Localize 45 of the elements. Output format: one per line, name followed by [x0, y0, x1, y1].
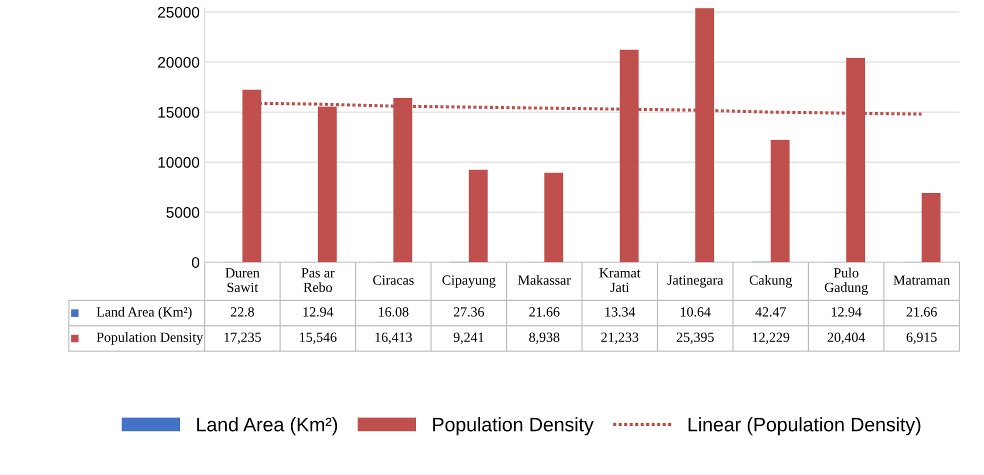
- x-tick-label: Kramat Jati: [599, 268, 641, 292]
- y-tick-label: 5000: [166, 207, 200, 218]
- bar: [468, 170, 488, 262]
- data-label: 21.66: [529, 307, 560, 317]
- y-tick-label: 20000: [158, 56, 200, 68]
- y-tick-label: 10000: [158, 157, 200, 168]
- x-tick-label: Makassar: [518, 275, 571, 285]
- legend-label: Linear (Population Density): [688, 417, 920, 436]
- x-tick-label: Cakung: [750, 275, 792, 288]
- bar: [922, 193, 941, 262]
- data-label: 17,235: [224, 332, 261, 344]
- text: Land Area (Km²): [197, 417, 338, 436]
- data-label: 21,233: [601, 332, 638, 344]
- data-label: 16,413: [375, 332, 412, 344]
- y-tick-label: 25000: [158, 6, 200, 18]
- x-tick-label: Cipayung: [442, 275, 496, 288]
- y-tick-label: 0: [192, 257, 200, 268]
- data-label: 8,938: [529, 332, 560, 344]
- bar: [770, 140, 790, 262]
- x-tick-label: Matraman: [894, 276, 950, 285]
- data-label: 9,241: [454, 332, 484, 344]
- x-tick-label: Pas ar Rebo: [302, 268, 335, 292]
- data-label: 16.08: [378, 307, 408, 317]
- data-label: 21.66: [906, 307, 937, 317]
- x-tick-label: Duren Sawit: [225, 268, 260, 292]
- data-label: 22.8: [230, 307, 254, 317]
- data-label: 12.94: [303, 307, 334, 317]
- data-label: 12.94: [832, 307, 862, 317]
- data-label: 20,404: [828, 332, 866, 344]
- legend-label: Population Density: [96, 332, 204, 345]
- bar: [544, 172, 564, 262]
- legend-label: Land Area (Km²): [96, 306, 192, 320]
- data-label: 27.36: [454, 307, 484, 317]
- data-label: 25,395: [676, 332, 714, 344]
- text: Population Density: [433, 417, 594, 436]
- data-label: 42.47: [755, 307, 786, 317]
- x-tick-label: Pulo Gadung: [824, 268, 868, 295]
- data-label: 12,229: [752, 332, 790, 344]
- data-label: 10.64: [680, 307, 711, 317]
- x-tick-label: Jatinegara: [667, 275, 724, 288]
- x-tick-label: Ciracas: [373, 275, 414, 285]
- data-label: 15,546: [300, 332, 337, 344]
- data-label: 6,915: [906, 332, 937, 344]
- y-tick-label: 15000: [158, 106, 200, 118]
- data-label: 13.34: [605, 307, 636, 317]
